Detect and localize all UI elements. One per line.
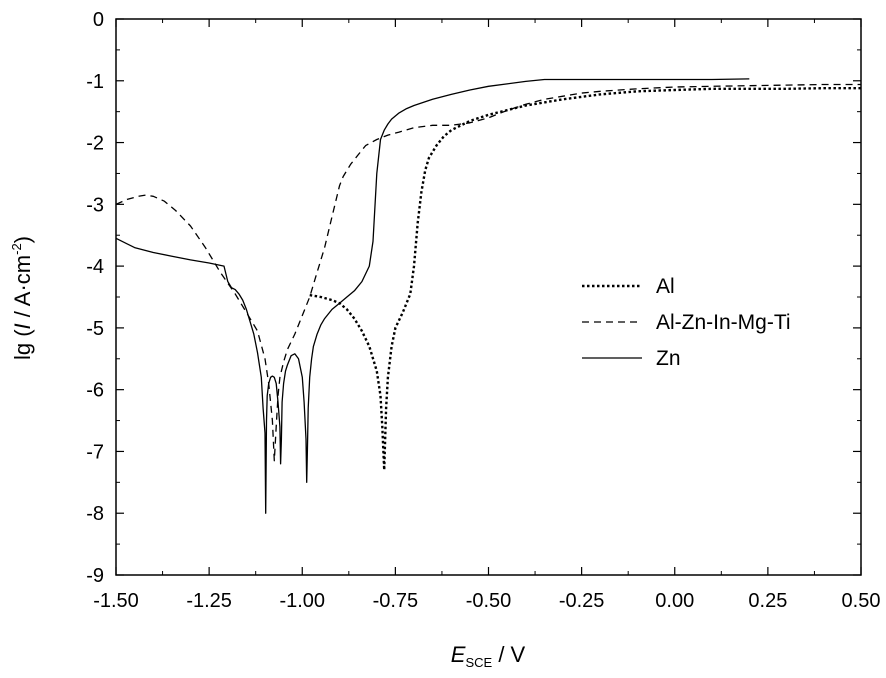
y-axis-title-suffix: ) [10,236,35,243]
x-tick-label: 0.50 [842,590,881,612]
y-tick-label: -9 [86,565,104,587]
series-line-al-zn-in-mg-ti [115,83,861,462]
y-axis-title-var: I [10,323,35,329]
y-axis-title-sup: -2 [9,243,24,255]
x-tick-label: -1.50 [93,590,139,612]
legend: Al Al-Zn-In-Mg-Ti Zn [582,275,791,370]
x-tick-label: -1.00 [279,590,325,612]
y-tick-label: -2 [86,133,104,155]
x-tick-label: -1.25 [186,590,232,612]
y-tick-label: -7 [86,441,104,463]
plot-frame [115,18,862,576]
legend-label: Al [656,275,675,298]
y-tick-label: -1 [86,71,104,93]
y-tick-label: -3 [86,194,104,216]
legend-label: Zn [656,347,681,370]
series-line-zn [115,78,750,514]
y-axis-title-unit: / A·cm [10,255,35,323]
x-tick-label: -0.25 [559,590,605,612]
x-tick-label: 0.00 [655,590,694,612]
series-line-al [309,86,861,472]
x-tick-label: 0.25 [748,590,787,612]
y-tick-label: -5 [86,318,104,340]
y-axis-title-prefix: lg ( [10,329,35,360]
y-tick-label: -4 [86,256,104,278]
x-tick-label: -0.50 [466,590,512,612]
y-axis-title: lg (I / A·cm-2) [9,236,35,360]
x-axis-title-unit: / V [492,642,525,667]
y-tick-label: -6 [86,380,104,402]
legend-label: Al-Zn-In-Mg-Ti [656,311,791,334]
y-tick-label: -8 [86,503,104,525]
y-tick-label: 0 [93,9,104,31]
axis-ticks: -1.50 -1.25 -1.00 -0.75 -0.50 -0.25 0.00 0.25 0.… [86,9,880,612]
x-axis-title-main: E [451,642,466,667]
series-group [115,78,861,514]
x-axis-title-sub: SCE [465,655,492,670]
x-axis-title: ESCE / V [451,642,526,670]
x-tick-label: -0.75 [373,590,419,612]
